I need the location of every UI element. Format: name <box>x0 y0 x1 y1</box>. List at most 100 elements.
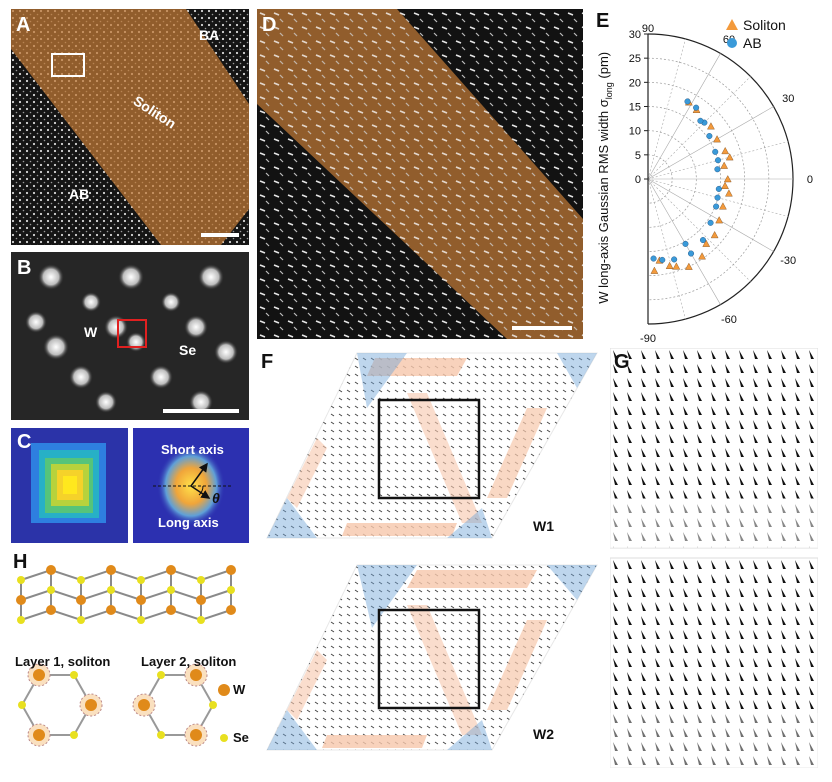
theta-label: θ <box>212 490 220 506</box>
panel-d-label: D <box>262 14 277 36</box>
radial-tick-label: 30 <box>629 29 641 41</box>
radial-tick-label: 5 <box>635 150 641 162</box>
angle-tick-label: 30 <box>782 93 794 105</box>
ab-point <box>706 133 713 140</box>
hexagon-layer-1 <box>18 663 103 747</box>
radial-gridline <box>647 81 746 277</box>
ab-point <box>697 117 704 124</box>
soliton-point <box>672 262 681 270</box>
w-legend-marker <box>218 684 230 696</box>
ab-point <box>688 250 695 257</box>
w1-map <box>266 352 598 539</box>
ab-point <box>714 166 721 173</box>
scale-bar-b <box>163 409 239 413</box>
hexagon-layer-2 <box>132 663 217 747</box>
ab-point <box>671 256 678 263</box>
panel-g: G <box>610 348 818 768</box>
soliton-point <box>685 262 693 270</box>
panel-a-image <box>11 9 249 245</box>
angular-gridline <box>647 106 774 180</box>
ba-label: BA <box>199 27 220 43</box>
radial-tick-label: 20 <box>629 77 641 89</box>
soliton-point <box>715 216 723 224</box>
panel-c-label: C <box>17 431 32 453</box>
soliton-point <box>725 189 733 197</box>
angular-gridline <box>647 178 686 320</box>
zoom-box <box>51 53 85 77</box>
radial-tick-label: 25 <box>629 53 641 65</box>
ab-point <box>715 185 722 192</box>
soliton-point <box>713 135 721 143</box>
w-atom-box <box>117 319 147 348</box>
radial-gridline <box>647 130 697 228</box>
scale-bar <box>201 233 239 237</box>
w2-map <box>266 564 598 751</box>
w-label: W <box>84 324 98 340</box>
soliton-point <box>725 153 734 161</box>
soliton-point <box>650 266 659 274</box>
panel-a-label: A <box>16 14 31 36</box>
panel-c-right: Short axis Long axis θ <box>133 428 249 543</box>
panel-b-image <box>25 264 238 414</box>
ab-point <box>693 104 700 111</box>
w1-label: W1 <box>533 518 554 534</box>
soliton-point <box>710 231 719 239</box>
panel-a: A BA AB Soliton <box>11 9 249 245</box>
ab-point <box>707 219 714 226</box>
ab-point <box>659 256 666 263</box>
ab-label: AB <box>69 186 90 202</box>
ab-point <box>682 240 689 247</box>
panel-g-label: G <box>614 351 630 373</box>
angular-gridline <box>647 178 774 252</box>
panel-f: F W1 W2 <box>257 348 604 768</box>
long-axis-label: Long axis <box>158 515 219 530</box>
ab-point <box>712 148 719 155</box>
panel-h-label: H <box>13 551 28 573</box>
layer2-label: Layer 2, soliton <box>141 654 237 669</box>
ab-point <box>714 194 721 201</box>
w-legend-label: W <box>233 682 246 697</box>
panel-d-image <box>257 9 583 339</box>
soliton-point <box>723 175 732 183</box>
panel-f-label: F <box>261 351 274 373</box>
radial-tick-label: 0 <box>635 174 641 186</box>
angular-gridline <box>647 53 721 180</box>
se-legend-marker <box>220 734 228 742</box>
panel-b-label: B <box>17 257 32 279</box>
legend-ab-marker <box>727 38 737 48</box>
soliton-point <box>665 261 674 269</box>
panel-c-left: C <box>11 428 128 543</box>
soliton-point <box>721 146 730 155</box>
panel-h: H Layer 1, soliton Layer 2, soliton W Se <box>11 550 251 768</box>
soliton-point <box>698 252 706 260</box>
se-label: Se <box>179 342 197 358</box>
soliton-point <box>721 181 729 189</box>
ab-point <box>713 203 720 210</box>
angle-tick-label: -60 <box>721 314 737 326</box>
ab-point <box>715 157 722 164</box>
scale-bar-d <box>512 326 572 330</box>
angular-gridline <box>647 38 686 180</box>
legend-soliton-marker <box>726 19 738 30</box>
g-map-bottom <box>610 557 818 768</box>
layer1-label: Layer 1, soliton <box>15 654 111 669</box>
angle-tick-label: -90 <box>640 333 656 344</box>
angle-tick-label: -30 <box>780 255 796 267</box>
angle-tick-label: 0 <box>807 174 813 186</box>
radial-tick-label: 15 <box>629 102 641 114</box>
panel-g-vector-maps <box>610 348 818 768</box>
angle-tick-label: 90 <box>642 23 654 35</box>
ab-point <box>650 255 657 262</box>
w2-label: W2 <box>533 726 554 742</box>
soliton-point <box>719 202 727 210</box>
se-legend-label: Se <box>233 730 249 745</box>
panel-d: D <box>257 9 583 339</box>
soliton-point <box>702 239 711 247</box>
angular-gridline <box>647 76 751 180</box>
legend-label: Soliton <box>743 17 786 33</box>
radial-tick-label: 10 <box>629 126 641 138</box>
crystal-structure <box>16 565 236 747</box>
ab-point <box>699 237 706 244</box>
